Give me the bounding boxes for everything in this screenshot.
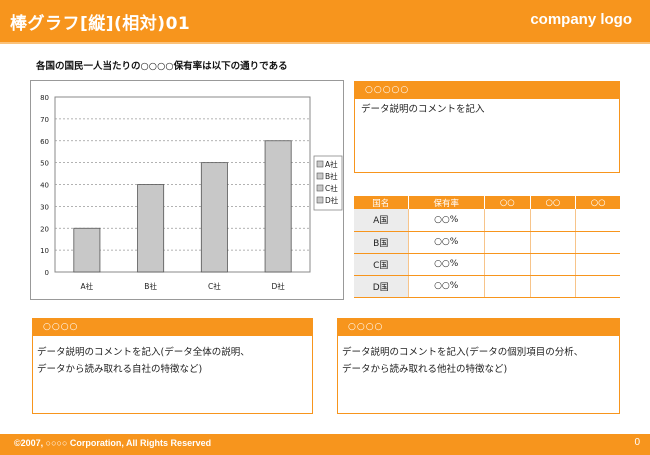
column-header: 国名 (354, 196, 408, 209)
panel-header: ○○○○ (338, 319, 619, 336)
header-bar: 棒グラフ[縦](相対)01 company logo (0, 0, 650, 42)
x-tick-label: B社 (144, 281, 157, 291)
y-tick-label: 40 (40, 182, 49, 190)
bar (264, 140, 292, 273)
comment-line: データから読み取れる他社の特徴など) (342, 364, 508, 375)
comment-line: データ説明のコメントを記入(データ全体の説明、 (37, 347, 250, 358)
comment-panel-top: ○○○○○ データ説明のコメントを記入 (354, 81, 620, 173)
comment-line: データ説明のコメントを記入(データの個別項目の分析、 (342, 347, 584, 358)
comment-line: データから読み取れる自社の特徴など) (37, 364, 203, 375)
page-title: 棒グラフ[縦](相対)01 (10, 14, 191, 34)
data-table: 国名 保有率 ○○ ○○ ○○ A国 ○○% B国 ○○% C国 ○○% D国 … (354, 196, 620, 298)
panel-comment: データ説明のコメントを記入(データの個別項目の分析、 データから読み取れる他社の… (338, 336, 619, 386)
legend-swatch (316, 196, 324, 204)
comment-panel-left: ○○○○ データ説明のコメントを記入(データ全体の説明、 データから読み取れる自… (32, 318, 313, 414)
y-tick-label: 20 (40, 225, 49, 233)
empty-cell (484, 231, 531, 254)
y-tick-label: 30 (40, 203, 49, 211)
table-row: A国 ○○% (354, 209, 620, 232)
row-label: D国 (354, 275, 409, 298)
panel-comment: データ説明のコメントを記入(データ全体の説明、 データから読み取れる自社の特徴な… (33, 336, 312, 386)
panel-header: ○○○○○ (355, 82, 619, 99)
chart-subtitle: 各国の国民一人当たりの○○○○保有率は以下の通りである (36, 61, 288, 72)
empty-cell (575, 275, 620, 298)
empty-cell (575, 209, 620, 232)
legend-swatch (316, 184, 324, 192)
rate-cell: ○○% (408, 209, 485, 232)
panel-header: ○○○○ (33, 319, 312, 336)
empty-cell (530, 253, 577, 276)
empty-cell (530, 209, 577, 232)
empty-cell (484, 253, 531, 276)
table-row: B国 ○○% (354, 231, 620, 254)
bar (200, 162, 228, 273)
row-label: A国 (354, 209, 409, 232)
x-tick-label: C社 (208, 281, 221, 291)
page-number: 0 (634, 437, 640, 448)
legend-swatch (316, 172, 324, 180)
legend-label: C社 (325, 183, 338, 193)
rate-cell: ○○% (408, 253, 485, 276)
y-tick-label: 50 (40, 160, 49, 168)
rate-cell: ○○% (408, 275, 485, 298)
table-row: C国 ○○% (354, 253, 620, 276)
y-tick-label: 80 (40, 94, 49, 102)
copyright-text: ©2007, ○○○○ Corporation, All Rights Rese… (14, 438, 212, 448)
table-header-row: 国名 保有率 ○○ ○○ ○○ (354, 196, 620, 209)
empty-cell (484, 209, 531, 232)
y-tick-label: 70 (40, 116, 49, 124)
bar (73, 227, 101, 273)
legend-swatch (316, 160, 324, 168)
rate-cell: ○○% (408, 231, 485, 254)
y-tick-label: 10 (40, 247, 49, 255)
bar-chart: 0 10 20 30 40 50 60 70 80 A社 B社 C社 D社 A社 B社 C社 D社 (30, 80, 344, 300)
y-tick-label: 60 (40, 138, 49, 146)
panel-comment: データ説明のコメントを記入 (361, 104, 485, 115)
legend-label: A社 (325, 159, 338, 169)
empty-cell (575, 231, 620, 254)
column-header: ○○ (483, 196, 531, 209)
footer-bar: ©2007, ○○○○ Corporation, All Rights Rese… (0, 434, 650, 455)
legend-label: B社 (325, 171, 338, 181)
empty-cell (484, 275, 531, 298)
x-tick-label: D社 (271, 281, 285, 291)
row-label: C国 (354, 253, 409, 276)
row-label: B国 (354, 231, 409, 254)
table-row: D国 ○○% (354, 275, 620, 298)
column-header: ○○ (529, 196, 576, 209)
header-divider (0, 42, 650, 44)
chart-canvas: 0 10 20 30 40 50 60 70 80 A社 B社 C社 D社 A社 B社 C社 D社 (40, 94, 343, 291)
legend-label: D社 (325, 195, 339, 205)
column-header: 保有率 (407, 196, 485, 209)
empty-cell (575, 253, 620, 276)
empty-cell (530, 231, 577, 254)
y-tick-label: 0 (45, 269, 49, 277)
bar (137, 184, 165, 273)
x-tick-label: A社 (81, 281, 94, 291)
comment-panel-right: ○○○○ データ説明のコメントを記入(データの個別項目の分析、 データから読み取… (337, 318, 620, 414)
column-header: ○○ (575, 196, 620, 209)
empty-cell (530, 275, 577, 298)
company-logo: company logo (530, 11, 632, 28)
